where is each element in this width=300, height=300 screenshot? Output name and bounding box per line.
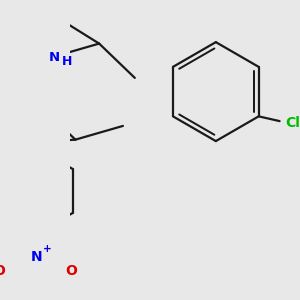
- Text: Cl: Cl: [286, 116, 300, 130]
- Text: +: +: [43, 244, 52, 254]
- Text: O: O: [65, 264, 77, 278]
- Text: N: N: [31, 250, 43, 264]
- Text: H: H: [62, 55, 72, 68]
- Text: O: O: [0, 264, 5, 278]
- Text: N: N: [49, 51, 60, 64]
